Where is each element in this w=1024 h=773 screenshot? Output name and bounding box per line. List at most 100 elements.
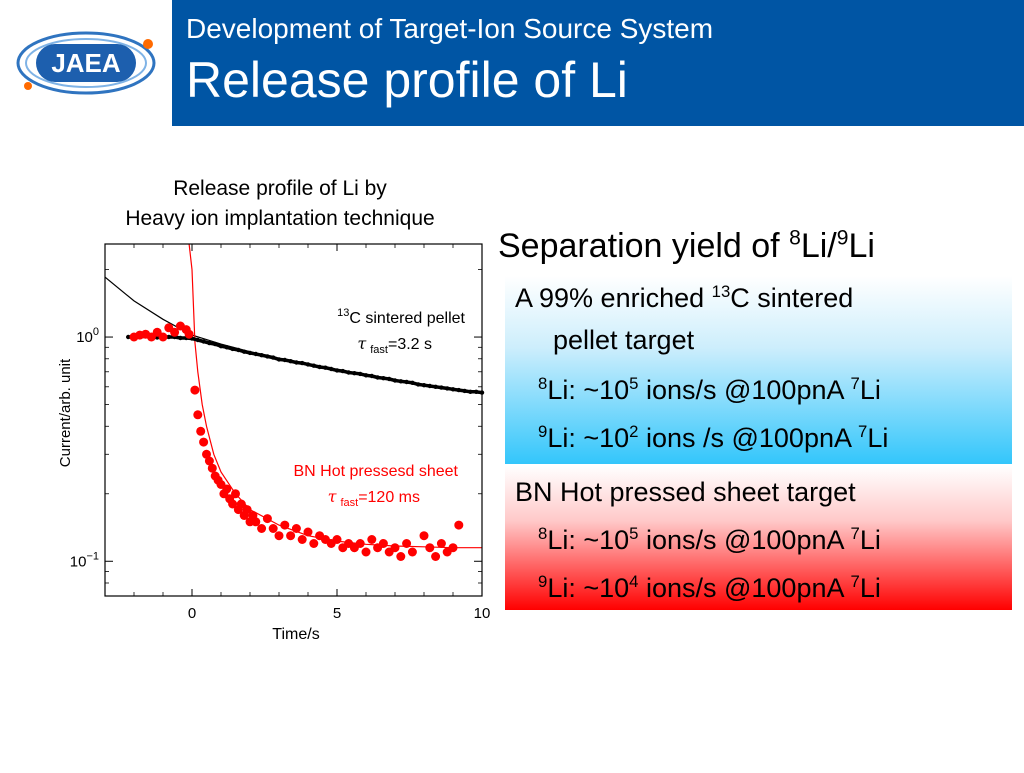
c13-data-point [195,337,200,343]
bn-tau-value: =120 ms [358,489,420,506]
c13-data-point [474,389,479,394]
c13-data-point [375,375,380,380]
bn-li8-exp: 5 [629,524,639,543]
separation-heading: Separation yield of 8Li/9Li [498,226,875,266]
bn-data-point [303,527,313,537]
c13-data-point [230,346,235,352]
c13-data-point [398,379,403,384]
x-axis-label: Time/s [272,626,319,643]
bn-data-point [242,505,252,515]
bn-tau-sub: fast [340,497,358,509]
separation-heading-prefix: Separation yield of [498,227,790,265]
bn-li9-exp: 4 [629,572,639,591]
bn-data-point [231,489,240,499]
x-tick-label: 10 [474,605,491,622]
bn-data-point [251,517,261,527]
c13-data-point [358,371,363,377]
bn-data-point [193,410,203,420]
c13-li9-text: Li: ~10 [547,423,630,453]
c13-label-prefix: 13 [337,307,349,319]
bn-li9-rest: ions/s @100pnA [638,573,851,603]
c13-line1-suffix: C sintered [730,283,854,313]
separation-heading-sup2: 9 [836,226,849,250]
jaea-logo-graphic: JAEA [16,31,156,95]
c13-li8-text: Li: ~10 [547,375,630,405]
c13-data-point [271,355,276,360]
c13-li8-sup: 8 [538,374,548,393]
logo-orbit-outer [16,31,156,95]
c13-target-box: A 99% enriched 13C sintered pellet targe… [505,276,1012,464]
c13-data-point [404,379,409,385]
bn-tau-label: τ fast=120 ms [328,487,420,509]
c13-data-point [311,363,316,368]
plot-frame [104,243,483,597]
slide-title: Release profile of Li [186,52,628,108]
c13-data-point [421,383,427,388]
bn-data-point [204,456,214,466]
bn-li8-sup: 8 [538,524,548,543]
c13-data-point [218,344,224,349]
c13-data-point [352,371,357,376]
c13-data-point [445,386,450,391]
c13-data-point [126,334,131,340]
c13-data-point [305,362,311,367]
x-tick-label: 0 [188,605,196,622]
bn-data-point [268,524,278,533]
c13-li8-rest: ions/s @100pnA [638,375,851,405]
c13-li8-exp: 5 [629,374,639,393]
c13-data-point [456,387,461,393]
bn-li8-yield: 8Li: ~105 ions/s @100pnA 7Li [538,524,881,556]
bn-data-point [228,499,238,509]
bn-data-point [390,543,400,553]
c13-data-point [433,384,438,389]
c13-li8-beam: Li [859,375,881,405]
logo-dot [143,39,153,49]
c13-data-point [294,360,299,365]
c13-data-point [410,380,415,385]
logo-text: JAEA [51,48,121,78]
bn-data-point [274,531,284,541]
bn-data-point [257,524,267,533]
bn-li9-text: Li: ~10 [547,573,630,603]
c13-data-point [340,368,345,374]
bn-data-point [355,539,365,548]
c13-data-point [427,383,432,389]
c13-data-point [392,378,398,383]
bn-data-point [431,552,441,561]
bn-series-label: BN Hot pressesd sheet [293,463,458,480]
c13-data-point [259,353,264,358]
c13-data-point [178,335,183,341]
x-tick-label: 5 [333,605,341,622]
y-tick-label: 100 [76,326,99,346]
chart-title-line2: Heavy ion implantation technique [125,207,435,230]
bn-data-point [419,531,429,541]
bn-data-point [332,535,342,544]
bn-data-point [184,329,194,339]
c13-data-point [242,349,247,354]
c13-data-point [224,345,229,350]
c13-data-point [300,360,305,366]
c13-li9-sup: 9 [538,422,548,441]
separation-heading-sup1: 8 [789,226,801,250]
c13-data-point [265,354,270,359]
c13-data-point [334,368,340,373]
bn-li9-beam: Li [859,573,881,603]
bn-target-box: BN Hot pressed sheet target 8Li: ~105 io… [505,466,1012,610]
logo-badge [36,44,136,82]
c13-data-point [236,347,241,353]
bn-data-point [190,385,200,395]
bn-data-point [286,531,296,541]
c13-data-point [247,350,253,356]
c13-target-line1: A 99% enriched 13C sintered [515,282,853,314]
c13-tau-sub: fast [370,344,388,356]
c13-data-point [346,370,351,375]
c13-data-point [468,389,473,394]
bn-data-point [291,524,301,533]
bn-data-point [402,539,412,548]
c13-li9-beam: Li [867,423,889,453]
bn-data-point [309,539,319,548]
logo-dot-2 [24,82,32,90]
bn-data-point [297,535,307,544]
c13-tau-label: τ fast=3.2 s [357,334,432,356]
